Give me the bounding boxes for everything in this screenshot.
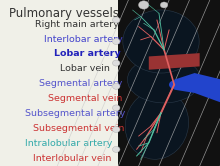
Ellipse shape <box>127 56 201 103</box>
Circle shape <box>112 146 120 152</box>
Text: Intralobular artery: Intralobular artery <box>25 139 112 148</box>
Polygon shape <box>149 53 200 70</box>
Circle shape <box>112 60 120 66</box>
Bar <box>118 0 220 166</box>
Text: Pulmonary vessels: Pulmonary vessels <box>9 7 119 20</box>
Circle shape <box>112 17 120 23</box>
Text: Lobar artery: Lobar artery <box>54 49 121 58</box>
Circle shape <box>160 2 168 8</box>
Text: Segmental artery: Segmental artery <box>39 79 123 88</box>
Text: Right main artery: Right main artery <box>35 20 119 29</box>
Text: Subsegmental artery: Subsegmental artery <box>25 109 125 118</box>
Text: Interlobar artery: Interlobar artery <box>44 35 122 43</box>
Circle shape <box>169 81 179 89</box>
Circle shape <box>139 1 149 9</box>
Polygon shape <box>174 73 220 103</box>
Text: Interlobular vein: Interlobular vein <box>33 154 112 163</box>
Text: Subsegmental vein: Subsegmental vein <box>33 124 125 133</box>
Text: Lobar vein: Lobar vein <box>60 64 110 73</box>
Circle shape <box>112 126 120 132</box>
Ellipse shape <box>123 10 199 73</box>
Ellipse shape <box>125 90 189 159</box>
Circle shape <box>112 105 120 111</box>
Circle shape <box>112 39 120 44</box>
Circle shape <box>112 83 120 89</box>
Text: Segmental vein: Segmental vein <box>48 94 122 103</box>
